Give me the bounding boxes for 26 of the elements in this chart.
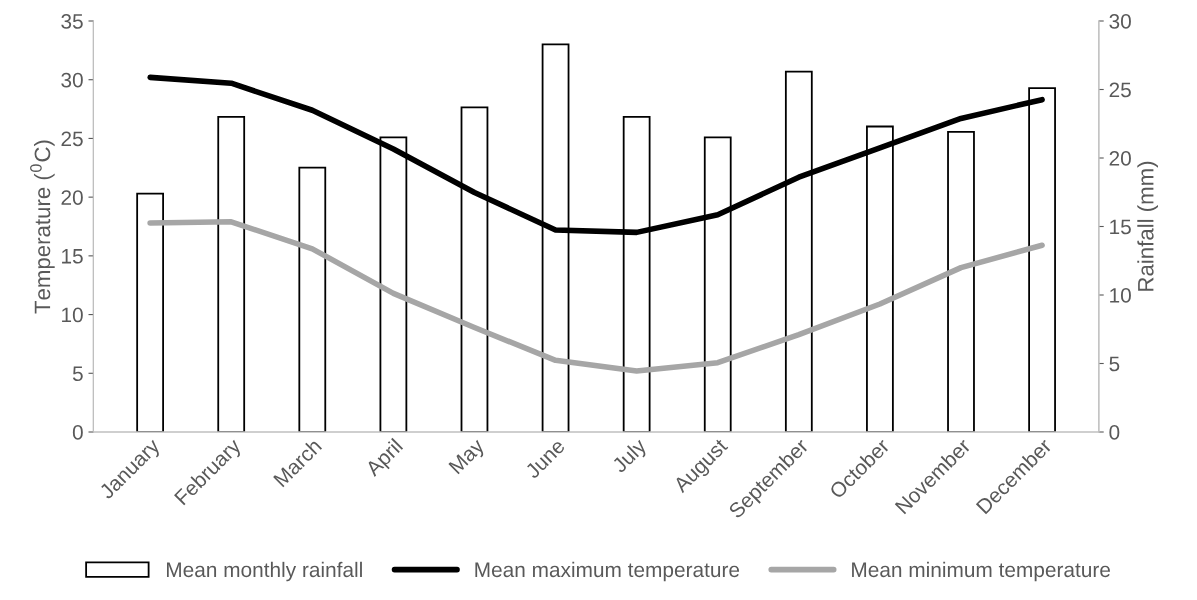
y2-tick-label: 15 xyxy=(1110,219,1131,235)
y-tick-label: 25 xyxy=(61,131,83,147)
bar xyxy=(947,131,975,432)
legend-label: Mean maximum temperature xyxy=(475,561,740,582)
y2-tick-label: 25 xyxy=(1109,82,1131,98)
y-tick-label: 20 xyxy=(61,190,83,205)
y-tick-label: 35 xyxy=(61,14,83,29)
legend-label: Mean monthly rainfall xyxy=(167,561,362,582)
y2-tick-label: 5 xyxy=(1109,356,1120,372)
y-tick-label: 10 xyxy=(62,307,83,323)
bar xyxy=(217,115,246,432)
x-tick-label: May xyxy=(448,437,489,478)
y2-axis-title: Rainfall (mm) xyxy=(1137,161,1158,291)
y2-tick-label: 10 xyxy=(1110,288,1131,303)
bar xyxy=(136,192,165,432)
y2-tick-label: 20 xyxy=(1109,151,1131,166)
y-tick-label: 30 xyxy=(61,72,83,88)
y-axis-title: Temperature ($^{0}$C) xyxy=(30,140,55,314)
y-tick-label: 0 xyxy=(72,425,83,440)
y2-tick-label: 30 xyxy=(1109,14,1131,29)
x-tick-label: July xyxy=(610,436,651,477)
y-tick-label: 5 xyxy=(72,366,83,382)
bar xyxy=(298,166,327,432)
y2-tick-label: 0 xyxy=(1109,425,1120,440)
legend-label: Mean minimum temperature xyxy=(852,561,1110,582)
y-tick-label: 15 xyxy=(62,249,83,264)
